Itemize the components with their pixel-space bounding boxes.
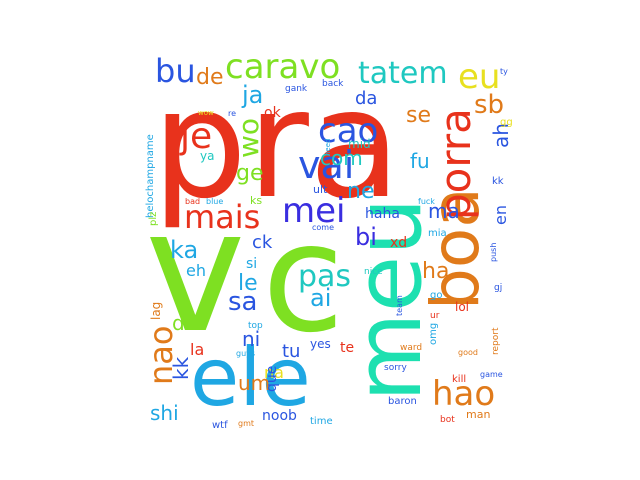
word-kk: kk bbox=[492, 176, 504, 187]
word-top: top bbox=[248, 321, 263, 331]
word-gg: gg bbox=[500, 117, 513, 128]
word-ward: ward bbox=[400, 343, 422, 353]
word-bu: bu bbox=[155, 52, 196, 90]
word-gmt: gmt bbox=[238, 419, 254, 428]
word-omg: omg bbox=[428, 323, 439, 345]
word-sorry: sorry bbox=[384, 363, 407, 373]
word-re: re bbox=[228, 109, 236, 118]
word-wo: wo bbox=[232, 118, 265, 158]
word-shi: shi bbox=[150, 401, 179, 425]
word-ck: ck bbox=[252, 232, 273, 253]
word-porra: porra bbox=[431, 108, 480, 220]
word-mais: mais bbox=[184, 198, 260, 236]
word-de: de bbox=[196, 65, 224, 90]
word-bad: bad bbox=[185, 197, 200, 206]
word-baron: baron bbox=[388, 396, 417, 407]
word-wow: wow bbox=[198, 109, 214, 117]
word-ge: ge bbox=[236, 161, 264, 186]
word-le: le bbox=[238, 271, 258, 296]
word-ur: ur bbox=[430, 311, 440, 321]
word-gank: gank bbox=[285, 84, 308, 94]
word-haha: haha bbox=[365, 206, 400, 222]
word-eu: eu bbox=[458, 57, 500, 97]
word-um: um bbox=[238, 371, 270, 395]
word-hao: hao bbox=[432, 374, 495, 414]
word-com: com bbox=[320, 146, 363, 170]
word-boa: boa bbox=[417, 187, 494, 310]
word-c: c bbox=[262, 192, 344, 366]
word-ha: ha bbox=[422, 259, 449, 284]
word-ele: ele bbox=[190, 331, 311, 424]
word-come: come bbox=[312, 223, 334, 232]
word-ya: ya bbox=[200, 149, 214, 163]
word-ty: ty bbox=[500, 67, 508, 76]
word-ka: ka bbox=[170, 236, 198, 264]
word-sa: sa bbox=[228, 287, 257, 317]
word-ah: ah bbox=[489, 123, 513, 148]
word-helochampname: helochampname bbox=[145, 134, 156, 218]
word-sb: sb bbox=[474, 90, 504, 120]
word-report: report bbox=[491, 327, 501, 355]
word-game: game bbox=[480, 370, 503, 379]
word-bi: bi bbox=[355, 223, 377, 251]
word-man: man bbox=[466, 408, 490, 421]
word-gj: gj bbox=[494, 283, 502, 293]
word-kill: kill bbox=[452, 374, 466, 385]
word-mid: mid bbox=[348, 137, 371, 151]
word-v: v bbox=[145, 173, 246, 371]
word-je: je bbox=[179, 116, 212, 157]
word-eh: eh bbox=[186, 261, 206, 280]
word-ma: ma bbox=[428, 199, 460, 223]
word-back: back bbox=[322, 79, 344, 89]
word-blue: blue bbox=[206, 197, 223, 206]
word-se: se bbox=[406, 103, 431, 128]
word-caravo: caravo bbox=[225, 47, 340, 87]
word-bot: bot bbox=[440, 415, 455, 425]
word-nice: nice bbox=[364, 267, 383, 277]
word-mia: mia bbox=[428, 228, 447, 239]
word-na: na bbox=[264, 363, 284, 382]
word-time: time bbox=[310, 416, 333, 427]
word-fu: fu bbox=[410, 149, 430, 173]
word-en: en bbox=[491, 205, 510, 225]
word-wtf: wtf bbox=[212, 420, 228, 431]
word-la: la bbox=[190, 340, 204, 359]
word-pas: pas bbox=[298, 259, 351, 294]
word-da: da bbox=[355, 88, 377, 109]
word-good: good bbox=[458, 348, 478, 357]
word-guys: guys bbox=[236, 349, 255, 358]
word-tu: tu bbox=[282, 341, 300, 362]
word-ks: ks bbox=[250, 194, 262, 207]
word-ni: ni bbox=[242, 327, 260, 351]
word-kk: kk bbox=[169, 356, 193, 380]
word-mei: mei bbox=[282, 191, 345, 231]
word-si: si bbox=[246, 256, 257, 272]
word-nao: nao bbox=[142, 326, 180, 385]
word-ne: ne bbox=[347, 179, 374, 204]
word-te: te bbox=[340, 340, 354, 356]
word-team: team bbox=[395, 295, 404, 316]
word-ult: ult bbox=[313, 183, 328, 196]
word-ja: ja bbox=[241, 81, 263, 109]
word-ok: ok bbox=[264, 105, 282, 121]
word-noob: noob bbox=[262, 408, 297, 424]
word-go: go bbox=[430, 290, 442, 301]
word-lol: lol bbox=[455, 300, 469, 314]
word-que: que bbox=[264, 366, 280, 392]
word-tatem: tatem bbox=[358, 56, 448, 91]
word-xd: xd bbox=[390, 235, 407, 251]
word-yes: yes bbox=[310, 337, 331, 351]
word-need: need bbox=[324, 139, 332, 157]
word-pra: pra bbox=[152, 58, 401, 232]
word-vai: vai bbox=[298, 143, 354, 187]
word-plz: plz bbox=[148, 212, 159, 226]
word-fuck: fuck bbox=[418, 197, 435, 206]
word-ai: ai bbox=[310, 284, 331, 312]
word-di: di bbox=[172, 311, 190, 335]
word-push: push bbox=[489, 243, 498, 262]
word-cao: cao bbox=[318, 111, 378, 151]
word-meu: meu bbox=[335, 197, 442, 402]
word-lag: lag bbox=[149, 302, 163, 320]
